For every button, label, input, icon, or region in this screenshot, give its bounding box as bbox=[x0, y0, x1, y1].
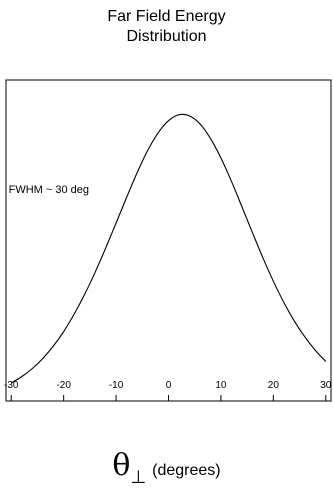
series-line bbox=[10, 113, 327, 384]
chart-title-line-1: Far Field Energy bbox=[107, 8, 226, 25]
plot-frame bbox=[5, 79, 332, 402]
x-axis-ticks: -30 -20 -10 0 10 20 30 bbox=[4, 380, 332, 401]
chart-title-line-2: Distribution bbox=[126, 28, 207, 45]
fwhm-annotation: FWHM ~ 30 deg bbox=[9, 184, 89, 196]
x-tick-label: 30 bbox=[320, 380, 332, 391]
x-tick-label: -10 bbox=[109, 380, 124, 391]
series-group bbox=[10, 113, 327, 384]
x-axis-label-unit: (degrees) bbox=[152, 462, 221, 479]
x-tick-label: 0 bbox=[166, 380, 172, 391]
x-tick-label: -20 bbox=[56, 380, 71, 391]
x-axis-label-symbol: θ bbox=[112, 448, 131, 483]
annotation-group: FWHM ~ 30 deg bbox=[9, 184, 89, 196]
x-tick-label: 10 bbox=[215, 380, 227, 391]
x-axis-label-subscript: ⊥ bbox=[130, 467, 147, 488]
x-tick-label: 20 bbox=[268, 380, 280, 391]
x-tick-label: -30 bbox=[4, 380, 19, 391]
x-axis-label: θ⊥ (degrees) bbox=[0, 448, 333, 488]
